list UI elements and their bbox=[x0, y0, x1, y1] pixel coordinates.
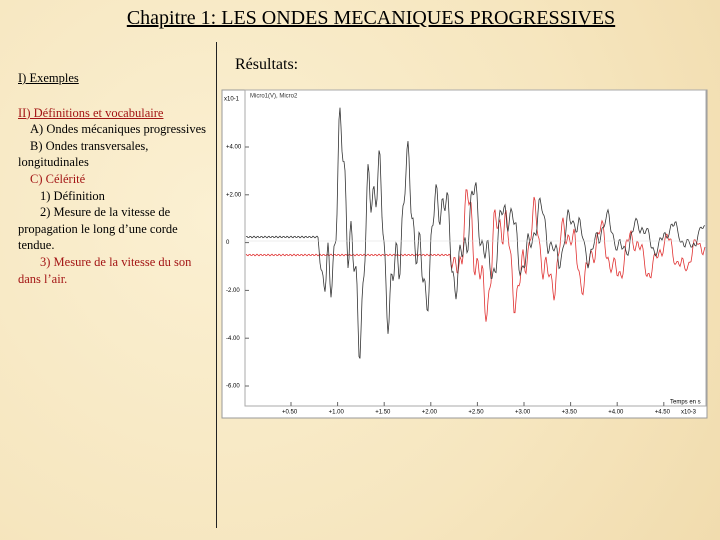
x-tick-label: +4.50 bbox=[655, 410, 671, 416]
slide-title: Chapitre 1: LES ONDES MECANIQUES PROGRES… bbox=[126, 7, 616, 29]
y-tick-label: 0 bbox=[226, 240, 230, 246]
plot-area bbox=[244, 89, 707, 407]
item: B) Ondes transversales, longitudinales bbox=[18, 138, 149, 170]
section: II) Définitions et vocabulaire bbox=[18, 105, 164, 120]
y-tick-label: +2.00 bbox=[226, 192, 242, 198]
item: 2) Mesure de la vitesse de propagation l… bbox=[18, 205, 178, 253]
y-scale: x10-1 bbox=[224, 97, 240, 103]
x-tick-label: +1.00 bbox=[329, 410, 345, 416]
x-tick-label: +0.50 bbox=[282, 410, 298, 416]
item: 1) Définition bbox=[40, 188, 105, 203]
section: I) Exemples bbox=[18, 71, 79, 85]
results-title: Résultats: bbox=[235, 56, 299, 73]
y-tick-label: -6.00 bbox=[226, 384, 240, 390]
legend: Micro1(V), Micro2 bbox=[250, 94, 298, 100]
y-tick-label: +4.00 bbox=[226, 145, 242, 151]
y-tick-label: -4.00 bbox=[226, 336, 240, 342]
divider bbox=[216, 42, 217, 528]
x-tick-label: +3.50 bbox=[562, 410, 578, 416]
x-tick-label: +2.50 bbox=[468, 410, 484, 416]
y-tick-label: -2.00 bbox=[226, 288, 240, 294]
item: A) Ondes mécaniques progressives bbox=[30, 122, 206, 137]
item: C) Célérité bbox=[30, 171, 86, 186]
x-tick-label: +2.00 bbox=[422, 410, 438, 416]
waveform-micro1 bbox=[245, 107, 706, 359]
waveform-micro2 bbox=[245, 189, 706, 322]
outline: I) Exemples II) Définitions et vocabulai… bbox=[18, 70, 214, 287]
x-scale: x10-3 bbox=[681, 410, 697, 416]
x-tick-label: +4.00 bbox=[608, 410, 624, 416]
x-tick-label: +3.00 bbox=[515, 410, 531, 416]
x-tick-label: +1.50 bbox=[375, 410, 391, 416]
x-label: Temps en s bbox=[670, 400, 701, 406]
item: 3) Mesure de la vitesse du son dans l’ai… bbox=[18, 254, 192, 286]
